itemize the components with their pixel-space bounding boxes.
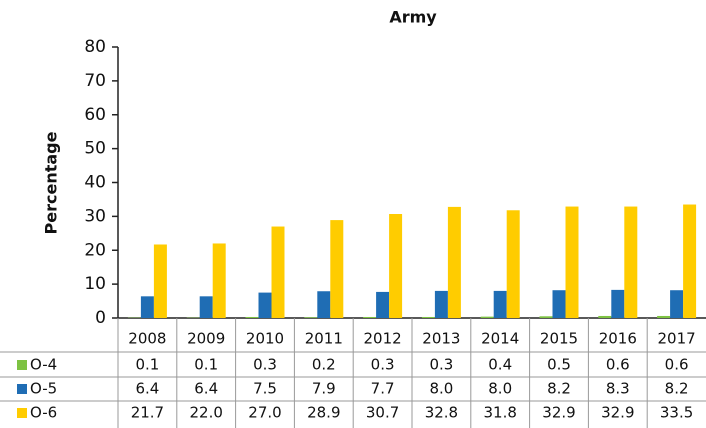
bar bbox=[493, 290, 507, 318]
legend-swatch bbox=[17, 408, 27, 418]
table-value: 33.5 bbox=[660, 404, 693, 422]
x-tick-label: 2013 bbox=[422, 330, 460, 348]
bar bbox=[434, 290, 448, 318]
bar bbox=[506, 210, 520, 318]
y-tick-label: 70 bbox=[84, 71, 106, 91]
y-axis-label: Percentage bbox=[42, 131, 61, 234]
table-value: 7.7 bbox=[371, 380, 395, 398]
table-value: 0.4 bbox=[488, 356, 512, 374]
table-value: 0.2 bbox=[312, 356, 336, 374]
table-value: 0.3 bbox=[253, 356, 277, 374]
table-value: 21.7 bbox=[131, 404, 164, 422]
table-value: 0.3 bbox=[429, 356, 453, 374]
bar bbox=[271, 226, 285, 318]
bar bbox=[670, 290, 684, 318]
table-value: 0.5 bbox=[547, 356, 571, 374]
bar bbox=[421, 316, 435, 318]
table-value: 0.1 bbox=[194, 356, 218, 374]
y-tick-label: 60 bbox=[84, 105, 106, 125]
x-tick-label: 2014 bbox=[481, 330, 519, 348]
bar bbox=[480, 316, 494, 318]
bar bbox=[258, 292, 272, 318]
bar bbox=[624, 206, 638, 318]
x-tick-label: 2012 bbox=[364, 330, 402, 348]
table-value: 7.9 bbox=[312, 380, 336, 398]
bar bbox=[552, 290, 566, 318]
legend-label: O-5 bbox=[30, 380, 57, 398]
table-value: 0.3 bbox=[371, 356, 395, 374]
table-value: 31.8 bbox=[483, 404, 516, 422]
x-tick-label: 2016 bbox=[599, 330, 637, 348]
x-tick-label: 2010 bbox=[246, 330, 284, 348]
bar bbox=[539, 316, 553, 318]
table-value: 27.0 bbox=[248, 404, 281, 422]
table-value: 8.0 bbox=[429, 380, 453, 398]
bar bbox=[389, 214, 403, 318]
legend-label: O-4 bbox=[30, 356, 57, 374]
table-value: 0.6 bbox=[665, 356, 689, 374]
x-tick-label: 2017 bbox=[658, 330, 696, 348]
x-tick-label: 2008 bbox=[128, 330, 166, 348]
bar bbox=[317, 291, 331, 318]
chart-title: Army bbox=[389, 8, 437, 27]
table-value: 32.8 bbox=[425, 404, 458, 422]
y-tick-label: 10 bbox=[84, 274, 106, 294]
bar bbox=[140, 296, 154, 318]
bar bbox=[447, 206, 461, 318]
table-value: 22.0 bbox=[189, 404, 222, 422]
bar bbox=[565, 206, 579, 318]
table-value: 8.2 bbox=[665, 380, 689, 398]
table-value: 32.9 bbox=[601, 404, 634, 422]
table-value: 8.3 bbox=[606, 380, 630, 398]
bar bbox=[153, 244, 167, 318]
table-value: 0.1 bbox=[135, 356, 159, 374]
legend-swatch bbox=[17, 384, 27, 394]
table-value: 7.5 bbox=[253, 380, 277, 398]
y-tick-label: 30 bbox=[84, 206, 106, 226]
table-value: 8.2 bbox=[547, 380, 571, 398]
x-tick-label: 2015 bbox=[540, 330, 578, 348]
table-value: 0.6 bbox=[606, 356, 630, 374]
y-tick-label: 50 bbox=[84, 139, 106, 159]
table-value: 8.0 bbox=[488, 380, 512, 398]
bar bbox=[330, 220, 344, 318]
y-tick-label: 20 bbox=[84, 240, 106, 260]
y-tick-label: 40 bbox=[84, 173, 106, 193]
legend-label: O-6 bbox=[30, 404, 57, 422]
table-value: 32.9 bbox=[542, 404, 575, 422]
x-tick-label: 2011 bbox=[305, 330, 343, 348]
bar bbox=[199, 296, 213, 318]
x-tick-label: 2009 bbox=[187, 330, 225, 348]
bar bbox=[245, 316, 259, 318]
legend-swatch bbox=[17, 360, 27, 370]
bar bbox=[376, 291, 390, 318]
bar bbox=[212, 243, 226, 318]
y-tick-label: 0 bbox=[95, 308, 106, 328]
bar bbox=[598, 315, 612, 318]
bar bbox=[683, 204, 697, 318]
y-tick-label: 80 bbox=[84, 37, 106, 57]
table-value: 28.9 bbox=[307, 404, 340, 422]
table-value: 6.4 bbox=[135, 380, 159, 398]
table-value: 6.4 bbox=[194, 380, 218, 398]
table-value: 30.7 bbox=[366, 404, 399, 422]
bar bbox=[363, 316, 377, 318]
bar bbox=[657, 315, 671, 318]
bar bbox=[304, 317, 318, 318]
bar bbox=[611, 289, 625, 318]
